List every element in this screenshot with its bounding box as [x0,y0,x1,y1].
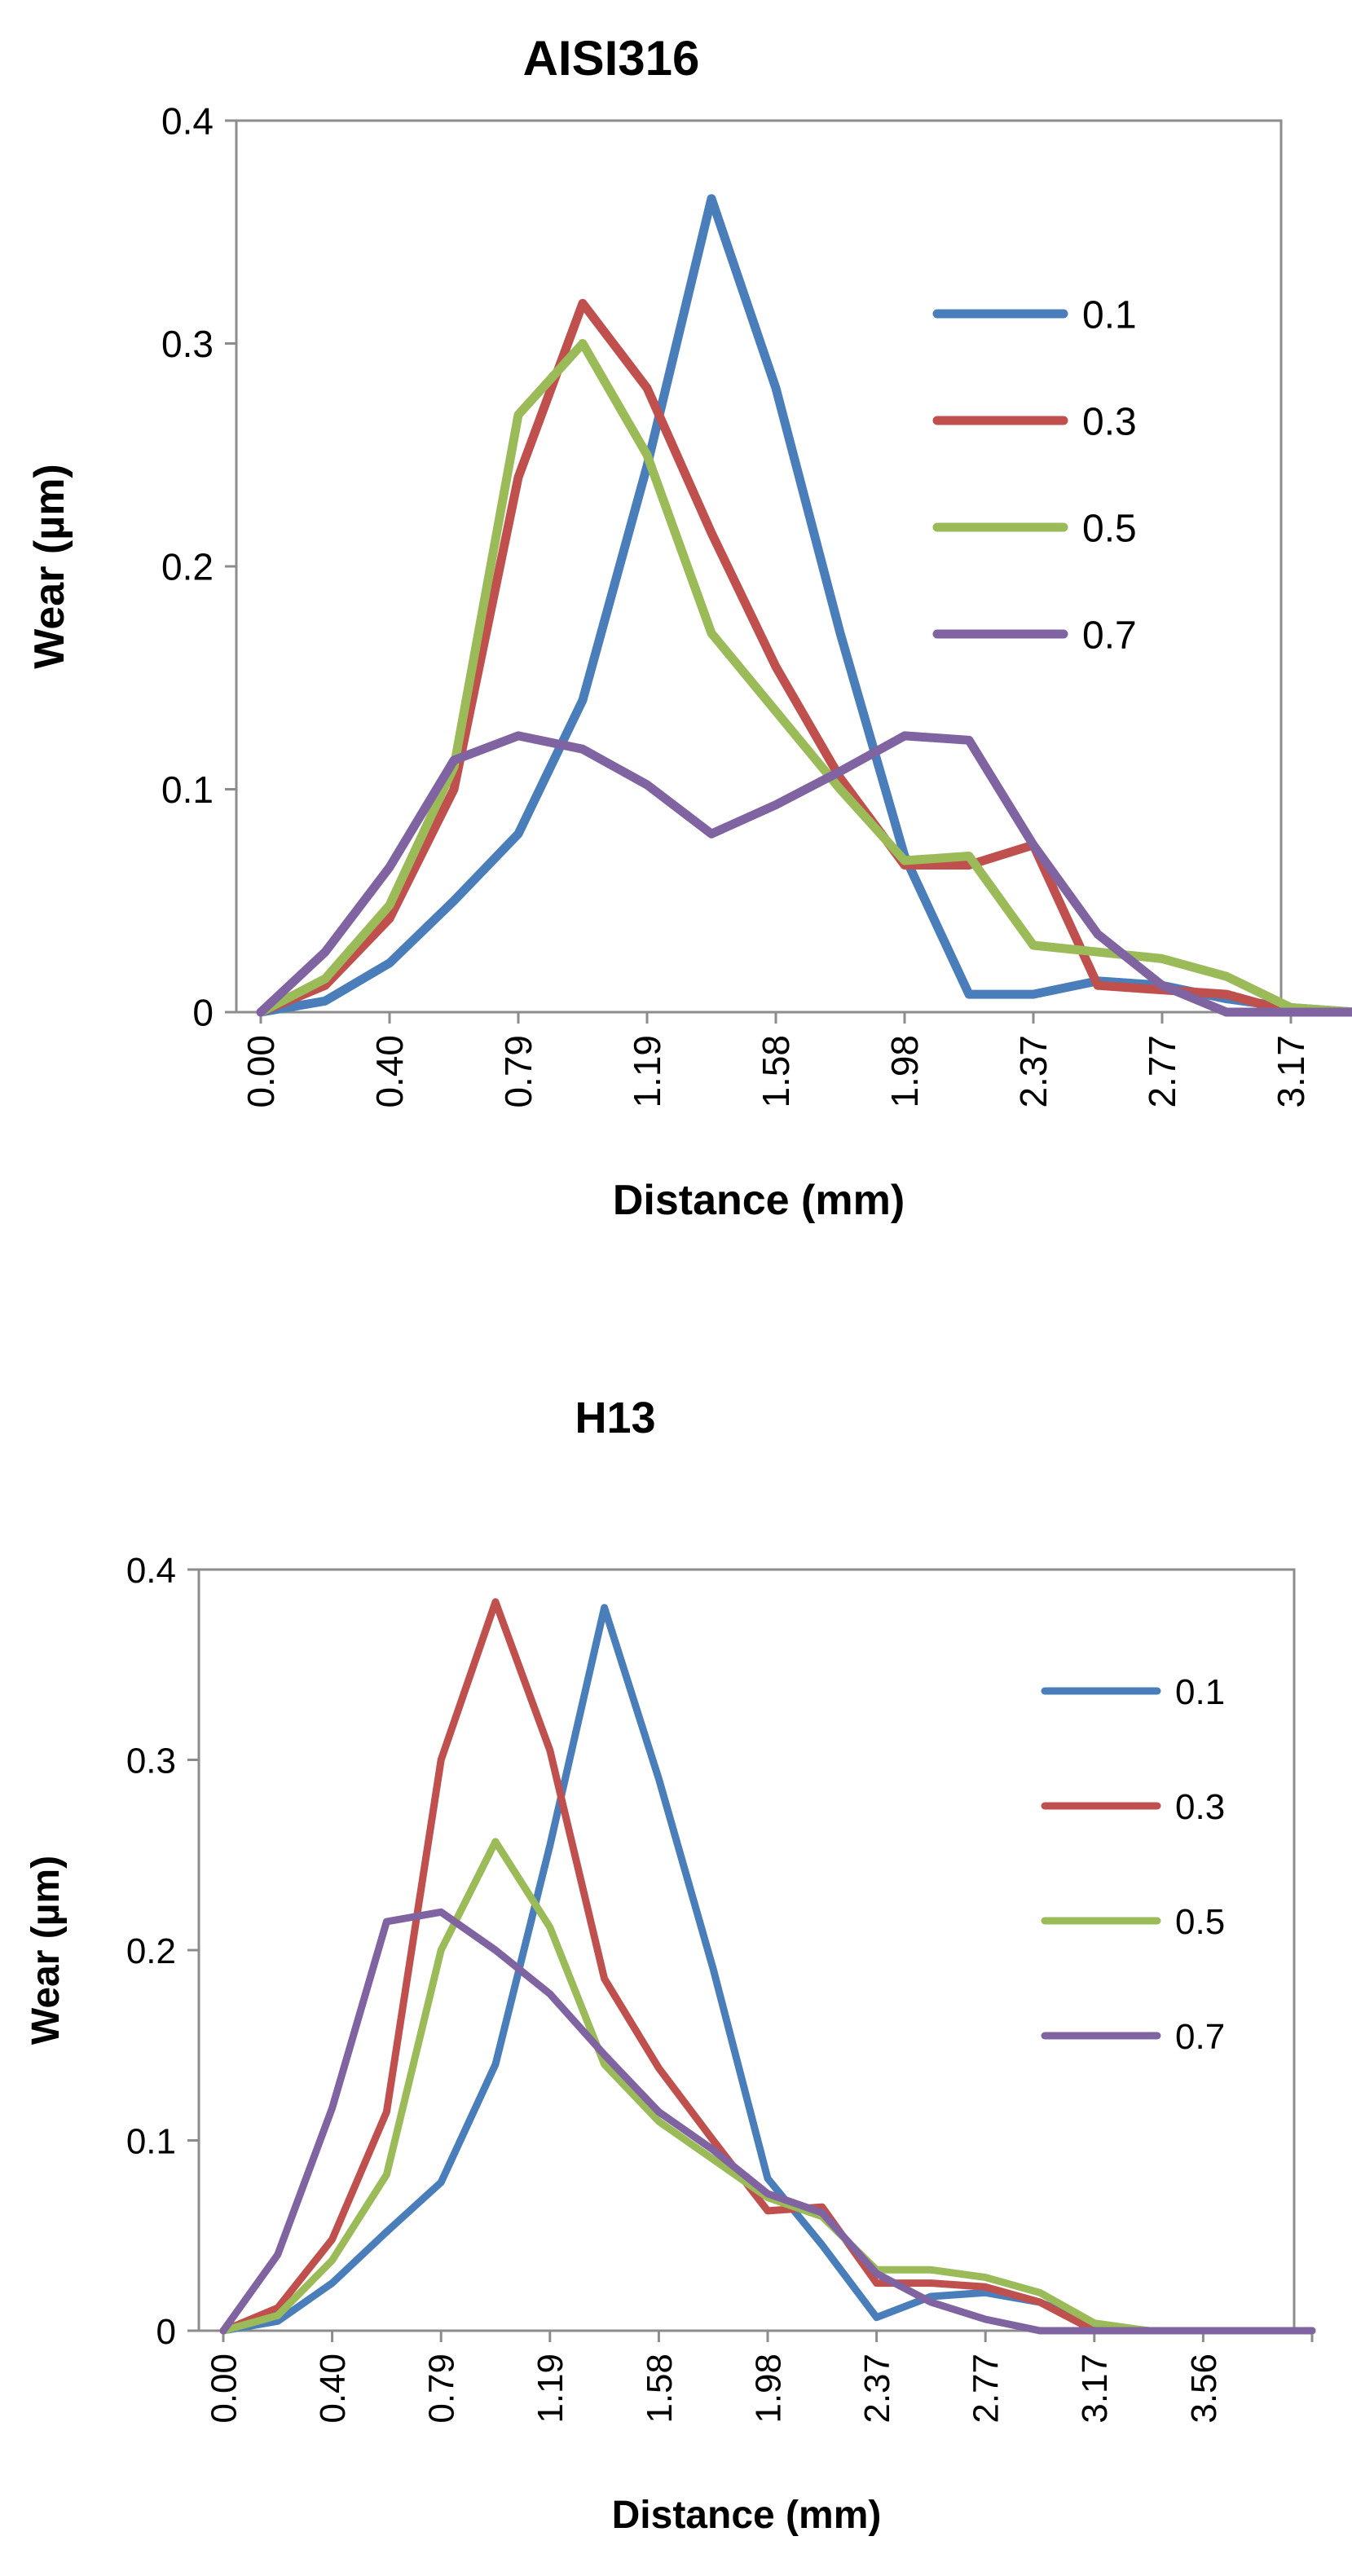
legend-label: 0.3 [1082,400,1137,443]
series-line-0.1 [256,194,1352,1017]
y-axis-label: Wear (µm) [24,1856,68,2045]
chart-h13: H13 0 0.1 0.2 0.3 0.4 0.00 0.40 0.79 1.19 1.58 1.98… [24,1394,1316,2537]
series-line-0.3 [219,1598,1316,2335]
series-line-0.1 [219,1604,1316,2335]
series-line-0.5 [219,1838,1316,2335]
x-tick-label: 0.00 [240,1035,282,1108]
y-tick-label: 0.4 [161,100,214,143]
y-tick-label: 0.1 [161,768,214,811]
x-tick-label: 2.37 [857,2354,897,2424]
x-tick-label: 2.37 [1012,1035,1055,1108]
x-tick-label: 0.00 [204,2354,244,2424]
legend-label: 0.1 [1175,1672,1225,1712]
x-tick-label: 2.77 [1141,1035,1183,1108]
x-tick-label: 0.40 [368,1035,411,1108]
legend-label: 0.5 [1175,1902,1225,1942]
x-tick-label: 3.17 [1270,1035,1312,1108]
x-axis-label: Distance (mm) [612,2494,882,2537]
x-tick-label: 1.19 [531,2354,570,2424]
y-tick-label: 0.2 [161,546,214,588]
chart-title: H13 [575,1394,655,1442]
x-tick-label: 1.58 [640,2354,680,2424]
chart-aisi316: AISI316 0 0.1 0.2 0.3 0.4 0.00 0.40 0.79 1.19 1.58… [26,31,1352,1224]
y-tick-label: 0 [192,992,214,1034]
series-line-0.7 [219,1908,1316,2335]
legend-label: 0.7 [1175,2017,1225,2057]
x-axis-label: Distance (mm) [613,1177,905,1224]
series-line-0.5 [256,339,1352,1017]
legend-label: 0.1 [1082,293,1137,337]
y-tick-label: 0.3 [126,1741,176,1781]
x-tick-label: 0.40 [313,2354,353,2424]
legend-label: 0.7 [1082,614,1137,657]
chart-title: AISI316 [523,31,700,86]
y-tick-label: 0.2 [126,1931,176,1971]
x-tick-label: 1.98 [883,1035,926,1108]
y-tick-label: 0.1 [126,2121,176,2161]
legend-label: 0.3 [1175,1787,1225,1827]
series-line-0.3 [256,298,1352,1017]
plot-area-border [235,119,1283,1014]
y-axis-label: Wear (µm) [26,464,73,669]
x-tick-label: 0.79 [497,1035,539,1108]
x-tick-label: 1.98 [748,2354,788,2424]
y-tick-label: 0 [156,2312,176,2352]
series-line-0.7 [256,731,1352,1017]
x-tick-label: 1.19 [626,1035,668,1108]
y-tick-label: 0.4 [126,1551,176,1591]
x-tick-label: 0.79 [422,2354,462,2424]
x-tick-label: 1.58 [755,1035,797,1108]
x-tick-label: 3.17 [1075,2354,1115,2424]
y-tick-label: 0.3 [161,323,214,365]
legend-label: 0.5 [1082,507,1137,550]
x-tick-label: 2.77 [967,2354,1006,2424]
x-tick-label: 3.56 [1184,2354,1224,2424]
